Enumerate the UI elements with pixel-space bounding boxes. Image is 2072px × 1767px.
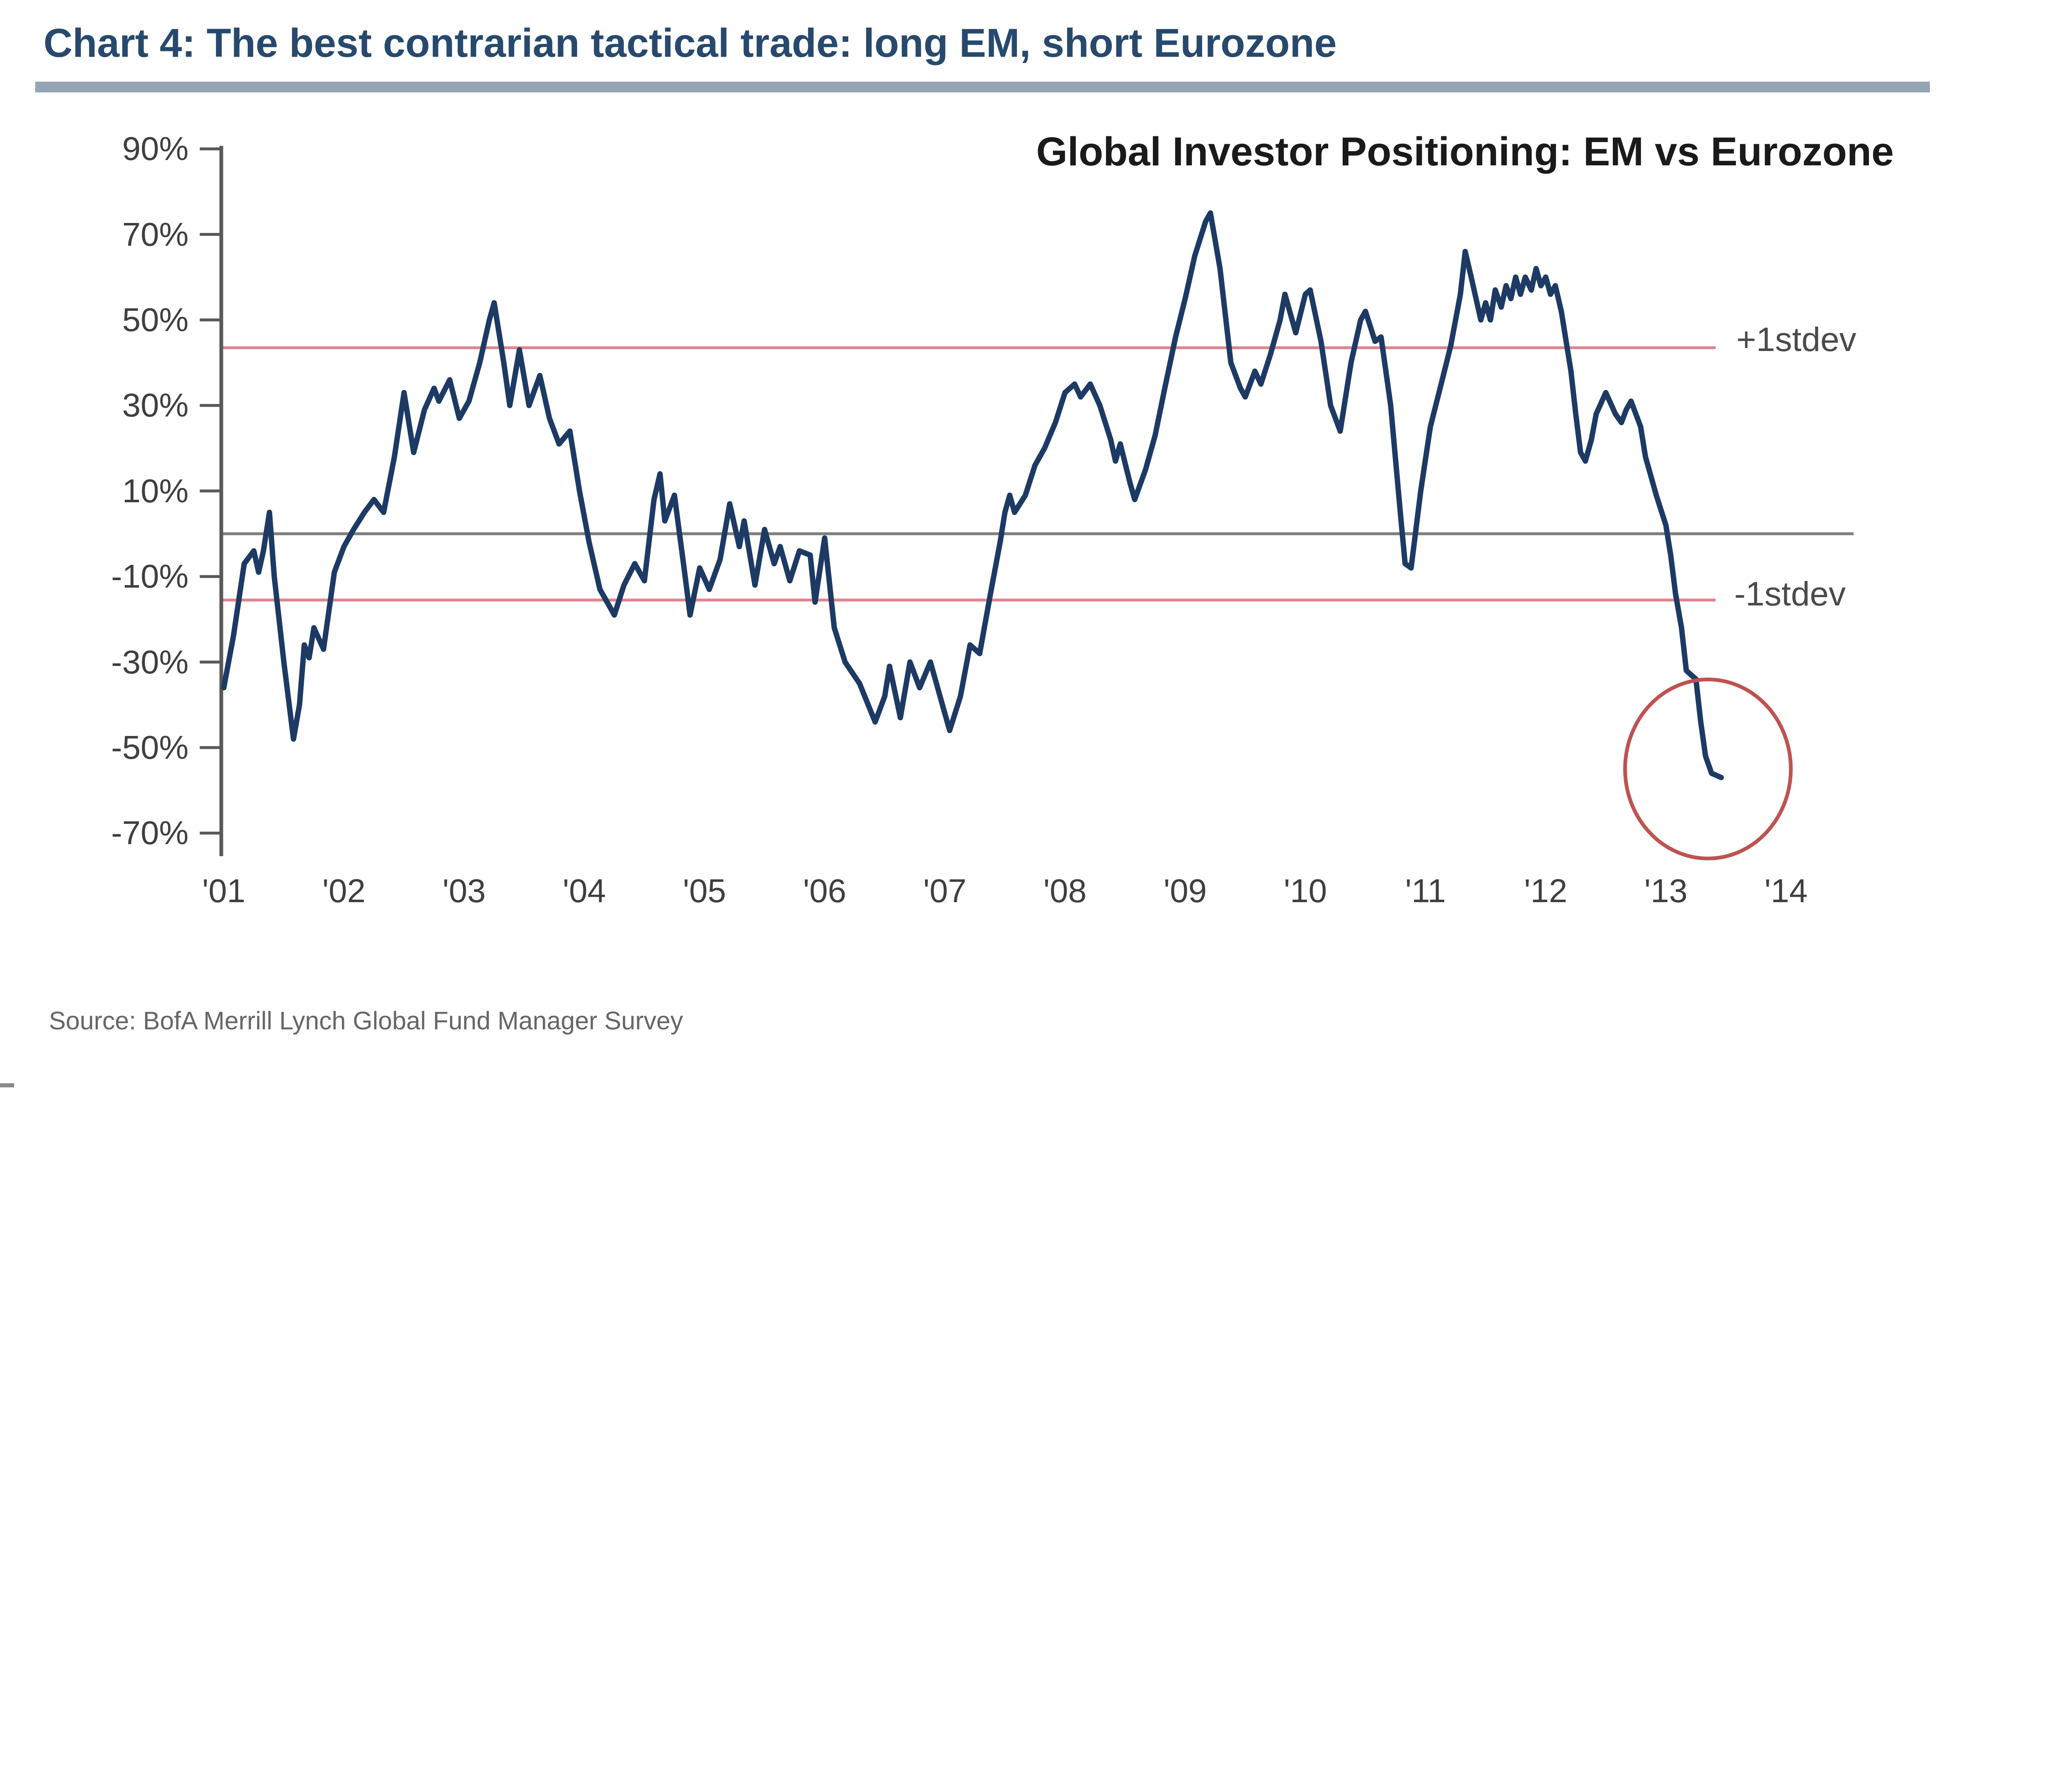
x-tick-label: '11 <box>1405 872 1446 909</box>
x-tick-label: '07 <box>923 872 967 909</box>
x-tick-label: '06 <box>803 872 847 909</box>
x-tick-label: '08 <box>1043 872 1087 909</box>
annotation-circle <box>1623 678 1793 861</box>
y-tick-label: -70% <box>111 814 189 852</box>
y-tick-label: 30% <box>122 387 189 424</box>
y-tick-label: 70% <box>122 215 189 253</box>
y-tick-label: 50% <box>122 301 189 338</box>
x-tick-label: '01 <box>202 872 246 909</box>
plus-1stdev-label: +1stdev <box>1736 321 1857 358</box>
source-note: Source: BofA Merrill Lynch Global Fund M… <box>49 1007 683 1035</box>
y-tick-label: 90% <box>122 130 189 167</box>
x-tick-label: '13 <box>1644 872 1688 909</box>
x-tick-label: '09 <box>1163 872 1207 909</box>
minus-1stdev-label: -1stdev <box>1734 575 1846 613</box>
edge-artifact-dash <box>0 1083 14 1087</box>
y-tick-label: -10% <box>111 558 189 595</box>
y-tick-label: -30% <box>111 643 189 680</box>
x-tick-label: '04 <box>562 872 606 909</box>
x-tick-label: '12 <box>1524 872 1568 909</box>
x-tick-label: '03 <box>442 872 486 909</box>
x-tick-label: '10 <box>1283 872 1327 909</box>
title-underline-bar <box>35 82 1930 92</box>
x-tick-label: '14 <box>1764 872 1808 909</box>
y-tick-label: 10% <box>122 472 189 509</box>
page-title: Chart 4: The best contrarian tactical tr… <box>44 20 1337 65</box>
x-tick-label: '05 <box>683 872 726 909</box>
y-tick-label: -50% <box>111 729 189 766</box>
x-tick-label: '02 <box>322 872 366 909</box>
chart-title: Global Investor Positioning: EM vs Euroz… <box>1036 129 1894 174</box>
series-em-vs-eurozone-line <box>221 210 1724 780</box>
